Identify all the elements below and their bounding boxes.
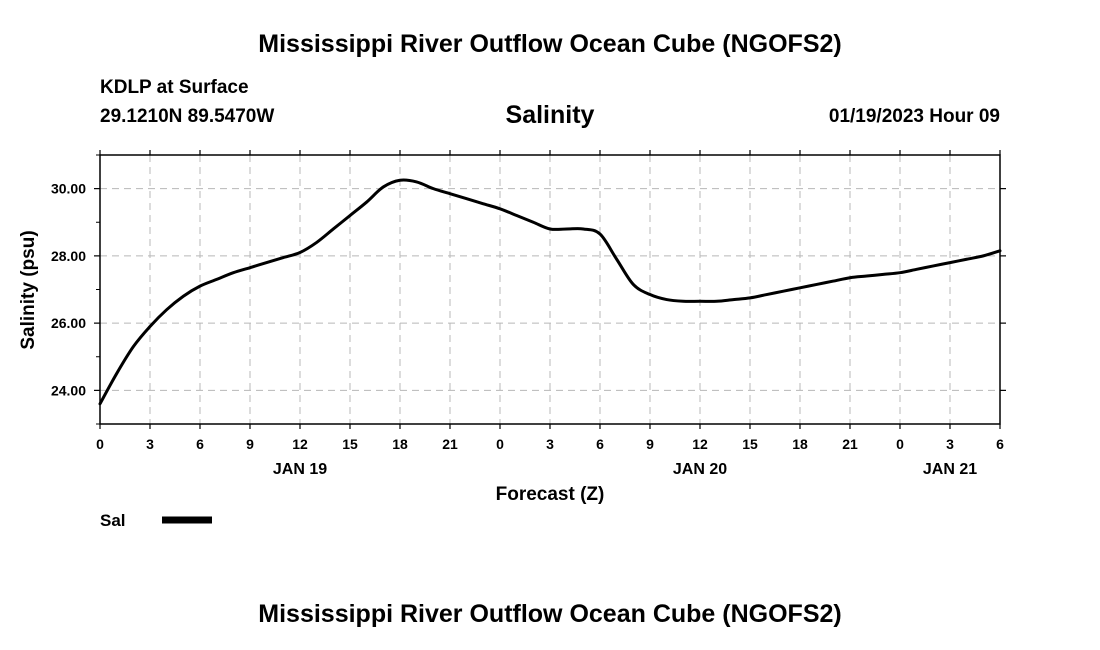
plot-frame bbox=[99, 154, 1001, 425]
grid-lines bbox=[100, 155, 1000, 424]
series-layer bbox=[98, 178, 1002, 406]
x-tick-label: 0 bbox=[496, 436, 504, 452]
x-tick-label: 6 bbox=[996, 436, 1004, 452]
x-tick-label: 12 bbox=[692, 436, 708, 452]
series-line-sal bbox=[98, 178, 1002, 406]
x-tick-label: 9 bbox=[246, 436, 254, 452]
x-tick-label: 9 bbox=[646, 436, 654, 452]
x-date-label: JAN 21 bbox=[923, 461, 977, 478]
y-axis-label: Salinity (psu) bbox=[18, 230, 39, 349]
x-tick-label: 15 bbox=[342, 436, 358, 452]
x-tick-label: 0 bbox=[96, 436, 104, 452]
x-tick-label: 6 bbox=[596, 436, 604, 452]
axes: 0 3 6 9 12 15 18 21 0 3 6 9 12 15 18 21 0 3 6 24.00 26.00 28.… bbox=[51, 150, 1006, 478]
x-tick-label: 12 bbox=[292, 436, 308, 452]
x-date-label: JAN 20 bbox=[673, 461, 727, 478]
y-tick-label: 24.00 bbox=[51, 382, 86, 398]
x-tick-label: 6 bbox=[196, 436, 204, 452]
station-coordinates: 29.1210N 89.5470W bbox=[100, 106, 275, 127]
x-tick-label: 3 bbox=[946, 436, 954, 452]
x-tick-label: 0 bbox=[896, 436, 904, 452]
y-tick-label: 30.00 bbox=[51, 181, 86, 197]
chart-title: Salinity bbox=[505, 101, 595, 129]
x-tick-label: 3 bbox=[546, 436, 554, 452]
x-tick-label: 18 bbox=[792, 436, 808, 452]
x-tick-label: 18 bbox=[392, 436, 408, 452]
x-date-label: JAN 19 bbox=[273, 461, 327, 478]
station-label: KDLP at Surface bbox=[100, 77, 249, 98]
forecast-timestamp: 01/19/2023 Hour 09 bbox=[828, 106, 1000, 127]
x-tick-label: 3 bbox=[146, 436, 154, 452]
y-tick-label: 28.00 bbox=[51, 248, 86, 264]
legend-label: Sal bbox=[100, 511, 126, 530]
y-tick-label: 26.00 bbox=[51, 315, 86, 331]
main-title: Mississippi River Outflow Ocean Cube (NG… bbox=[258, 30, 842, 58]
salinity-chart: 0 3 6 9 12 15 18 21 0 3 6 9 12 15 18 21 0 3 6 24.00 26.00 28.… bbox=[18, 150, 1006, 530]
x-tick-label: 15 bbox=[742, 436, 758, 452]
x-axis-label: Forecast (Z) bbox=[496, 484, 605, 505]
x-tick-label: 21 bbox=[442, 436, 458, 452]
x-tick-label: 21 bbox=[842, 436, 858, 452]
footer-title: Mississippi River Outflow Ocean Cube (NG… bbox=[258, 600, 842, 628]
